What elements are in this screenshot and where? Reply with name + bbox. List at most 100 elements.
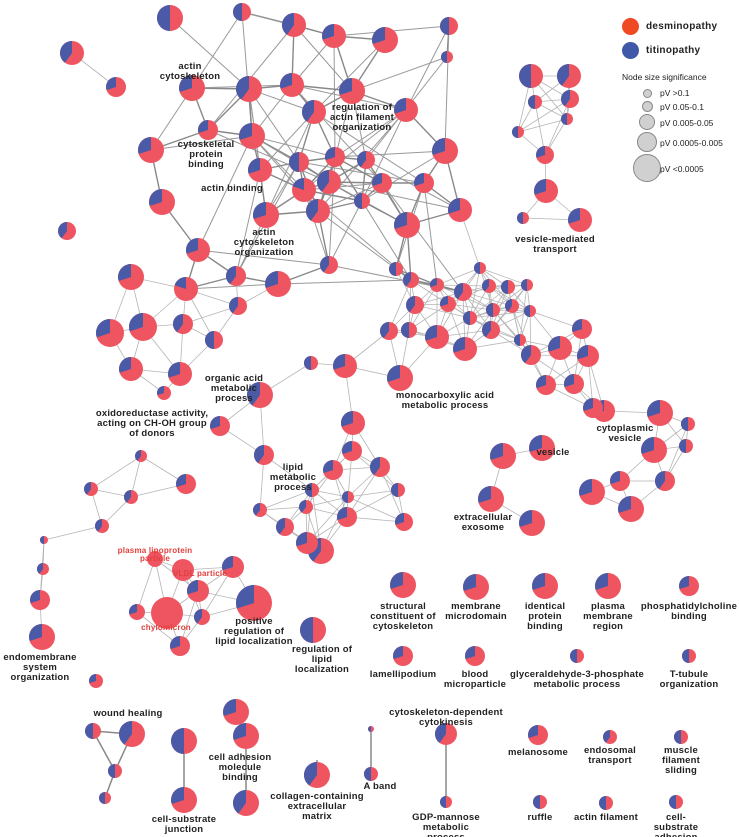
term-node-pie[interactable] bbox=[583, 398, 603, 418]
term-node-pie[interactable] bbox=[300, 617, 326, 643]
term-node-pie[interactable] bbox=[60, 41, 84, 65]
term-node-pie[interactable] bbox=[655, 471, 675, 491]
term-node-pie[interactable] bbox=[28, 624, 55, 650]
term-node-pie[interactable] bbox=[356, 151, 375, 169]
term-node-pie[interactable] bbox=[281, 13, 306, 37]
term-node-pie[interactable] bbox=[521, 279, 533, 291]
term-node-pie[interactable] bbox=[647, 400, 673, 426]
term-node-pie[interactable] bbox=[341, 441, 362, 461]
term-node-pie[interactable] bbox=[465, 646, 485, 666]
term-node-pie[interactable] bbox=[337, 507, 357, 527]
term-node-pie[interactable] bbox=[679, 439, 693, 453]
term-node-pie[interactable] bbox=[478, 486, 504, 512]
term-node-pie[interactable] bbox=[529, 435, 555, 461]
term-node-pie[interactable] bbox=[536, 375, 556, 395]
term-node-pie[interactable] bbox=[392, 646, 413, 666]
term-node-pie[interactable] bbox=[94, 519, 109, 533]
term-node-pie[interactable] bbox=[119, 721, 145, 747]
term-node-pie[interactable] bbox=[157, 5, 183, 31]
term-node-pie[interactable] bbox=[225, 266, 246, 286]
term-node-pie[interactable] bbox=[57, 222, 76, 240]
term-node-pie[interactable] bbox=[108, 764, 122, 778]
term-node-pie[interactable] bbox=[505, 299, 519, 313]
term-node-pie[interactable] bbox=[577, 345, 599, 367]
term-node-pie[interactable] bbox=[599, 796, 613, 810]
term-node-pie[interactable] bbox=[519, 510, 545, 536]
term-node-pie[interactable] bbox=[371, 173, 392, 193]
term-node-pie[interactable] bbox=[474, 262, 486, 274]
term-node-pie[interactable] bbox=[453, 337, 477, 361]
term-node-pie[interactable] bbox=[425, 325, 449, 349]
term-node-pie[interactable] bbox=[532, 573, 558, 599]
term-node-pie[interactable] bbox=[302, 100, 326, 124]
term-node-pie[interactable] bbox=[147, 551, 163, 567]
term-node-pie[interactable] bbox=[482, 321, 500, 339]
term-node-pie[interactable] bbox=[265, 271, 291, 297]
term-node-pie[interactable] bbox=[364, 767, 378, 781]
term-node-pie[interactable] bbox=[138, 137, 164, 163]
term-node-pie[interactable] bbox=[333, 354, 357, 378]
term-node-pie[interactable] bbox=[679, 576, 699, 596]
term-node-pie[interactable] bbox=[389, 262, 403, 276]
term-node-pie[interactable] bbox=[247, 382, 273, 408]
term-node-pie[interactable] bbox=[440, 796, 452, 808]
term-node-pie[interactable] bbox=[641, 437, 667, 463]
term-node-pie[interactable] bbox=[129, 604, 145, 620]
term-node-pie[interactable] bbox=[603, 730, 617, 744]
term-node-pie[interactable] bbox=[289, 152, 309, 172]
term-node-pie[interactable] bbox=[186, 238, 210, 262]
term-node-pie[interactable] bbox=[205, 331, 223, 349]
term-node-pie[interactable] bbox=[239, 123, 265, 149]
term-node-pie[interactable] bbox=[292, 178, 316, 202]
term-node-pie[interactable] bbox=[414, 173, 434, 193]
term-node-pie[interactable] bbox=[296, 532, 318, 554]
term-node-pie[interactable] bbox=[482, 279, 496, 293]
term-node-pie[interactable] bbox=[84, 482, 98, 496]
term-node-pie[interactable] bbox=[339, 78, 365, 104]
term-node-pie[interactable] bbox=[172, 314, 193, 334]
term-node-pie[interactable] bbox=[171, 728, 197, 754]
term-node-pie[interactable] bbox=[568, 208, 592, 232]
term-node-pie[interactable] bbox=[486, 303, 500, 317]
term-node-pie[interactable] bbox=[321, 24, 346, 48]
term-node-pie[interactable] bbox=[354, 193, 370, 209]
term-node-pie[interactable] bbox=[390, 572, 416, 598]
term-node-pie[interactable] bbox=[406, 296, 424, 314]
term-node-pie[interactable] bbox=[528, 95, 542, 109]
term-node-pie[interactable] bbox=[432, 138, 458, 164]
term-node-pie[interactable] bbox=[430, 278, 444, 292]
term-node-pie[interactable] bbox=[669, 795, 683, 809]
term-node-pie[interactable] bbox=[305, 483, 319, 497]
term-node-pie[interactable] bbox=[170, 787, 197, 813]
term-node-pie[interactable] bbox=[519, 64, 543, 88]
term-node-pie[interactable] bbox=[440, 17, 458, 35]
term-node-pie[interactable] bbox=[129, 313, 157, 341]
term-node-pie[interactable] bbox=[228, 297, 247, 315]
term-node-pie[interactable] bbox=[304, 356, 318, 370]
term-node-pie[interactable] bbox=[236, 76, 262, 102]
term-node-pie[interactable] bbox=[368, 726, 374, 732]
term-node-pie[interactable] bbox=[448, 198, 472, 222]
term-node-pie[interactable] bbox=[434, 723, 457, 745]
term-node-pie[interactable] bbox=[169, 636, 190, 656]
term-node-pie[interactable] bbox=[395, 513, 413, 531]
term-node-pie[interactable] bbox=[85, 723, 101, 739]
term-node-pie[interactable] bbox=[176, 474, 196, 494]
term-node-pie[interactable] bbox=[99, 792, 111, 804]
term-node-pie[interactable] bbox=[96, 319, 124, 347]
term-node-pie[interactable] bbox=[174, 277, 198, 301]
term-node-pie[interactable] bbox=[514, 334, 526, 346]
term-node-pie[interactable] bbox=[557, 64, 581, 88]
term-node-pie[interactable] bbox=[595, 573, 621, 599]
term-node-pie[interactable] bbox=[490, 443, 516, 469]
term-node-pie[interactable] bbox=[252, 202, 279, 228]
term-node-pie[interactable] bbox=[279, 73, 304, 97]
term-node-pie[interactable] bbox=[172, 559, 194, 581]
term-node-pie[interactable] bbox=[463, 574, 489, 600]
term-node-pie[interactable] bbox=[233, 3, 251, 21]
term-node-pie[interactable] bbox=[548, 336, 572, 360]
term-node-pie[interactable] bbox=[168, 362, 192, 386]
term-node-pie[interactable] bbox=[325, 147, 345, 167]
term-node-pie[interactable] bbox=[534, 179, 558, 203]
term-node-pie[interactable] bbox=[387, 365, 413, 391]
